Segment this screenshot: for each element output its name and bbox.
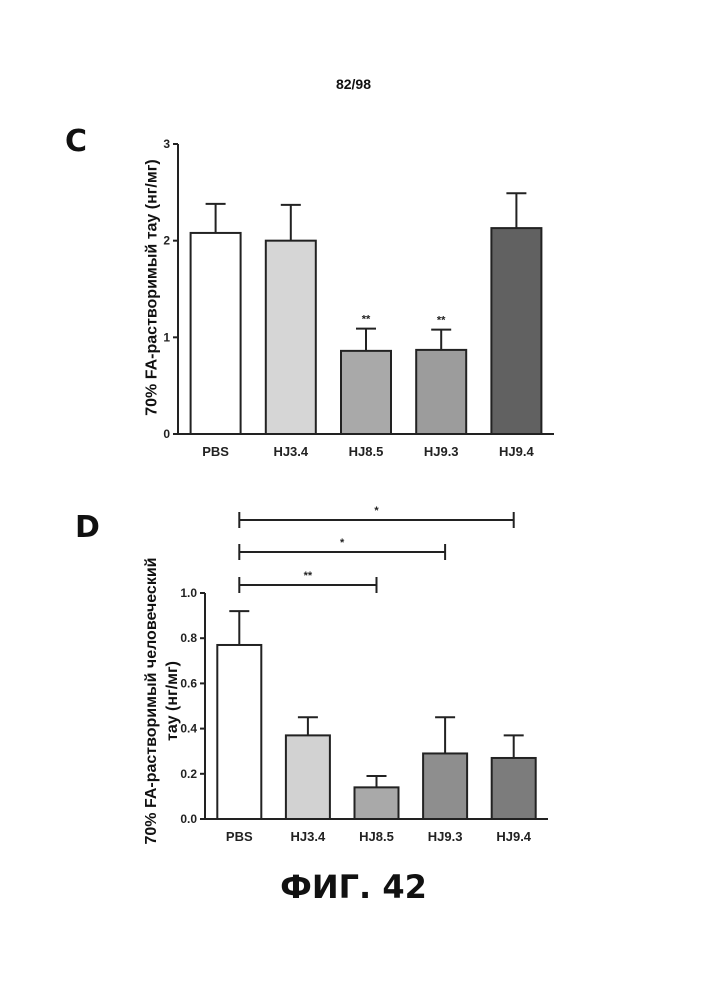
- d-y-tick-label: 0.6: [180, 676, 197, 690]
- d-y-tick-label: 0.2: [180, 767, 197, 781]
- d-category-label: HJ9.3: [428, 829, 463, 844]
- d-category-label: HJ3.4: [291, 829, 326, 844]
- d-category-label: HJ9.4: [496, 829, 531, 844]
- d-y-tick-label: 1.0: [180, 586, 197, 600]
- d-category-label: PBS: [226, 829, 253, 844]
- d-bar: [355, 787, 399, 819]
- d-category-label: HJ8.5: [359, 829, 394, 844]
- d-bar: [492, 758, 536, 819]
- d-bar: [286, 735, 330, 819]
- d-bar: [217, 645, 261, 819]
- d-significance-label: *: [340, 537, 345, 549]
- d-bar: [423, 753, 467, 819]
- d-significance-label: *: [374, 505, 379, 517]
- d-y-tick-label: 0.0: [180, 812, 197, 826]
- d-significance-label: **: [304, 570, 313, 582]
- d-y-tick-label: 0.4: [180, 722, 197, 736]
- d-y-tick-label: 0.8: [180, 631, 197, 645]
- figure-caption: ФИГ. 42: [0, 868, 707, 906]
